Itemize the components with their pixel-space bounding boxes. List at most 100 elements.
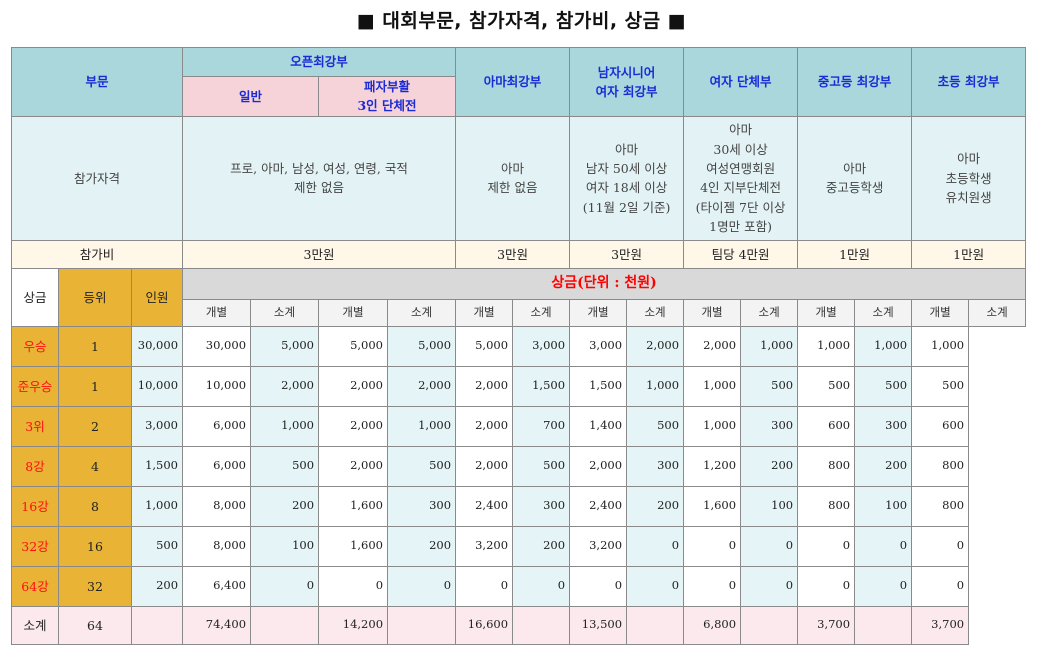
each-value: 0 <box>854 565 913 607</box>
each-value: 300 <box>854 405 913 447</box>
prize-row: 8강 4 1,500 6,000 500 2,000 500 2,000 500 2,000 300… <box>11 445 1026 487</box>
each-value <box>512 605 571 645</box>
each-value: 700 <box>512 405 571 447</box>
each-value <box>854 605 913 645</box>
prize-title: 상금(단위 : 천원) <box>182 267 1027 300</box>
subtotal-value: 2,400 <box>569 485 628 527</box>
each-value: 500 <box>387 445 457 487</box>
total-row: 소계 64 74,400 14,200 16,600 13,500 6,800 3,700 3,… <box>11 605 1026 645</box>
open-division-header: 오픈최강부 <box>182 47 457 77</box>
subtotal-value: 0 <box>569 565 628 607</box>
subtotal-value: 0 <box>797 565 856 607</box>
each-value: 2,000 <box>626 325 685 367</box>
elementary-fee: 1만원 <box>911 239 1027 269</box>
each-value: 200 <box>130 565 184 607</box>
subtotal-value: 1,000 <box>911 325 970 367</box>
each-value: 200 <box>512 525 571 567</box>
each-value: 30,000 <box>130 325 184 367</box>
subtotal-value: 600 <box>797 405 856 447</box>
subtotal-header: 소계 <box>968 298 1027 327</box>
each-value: 1,000 <box>740 325 799 367</box>
count-cell: 8 <box>58 485 132 527</box>
subtotal-value: 1,200 <box>683 445 742 487</box>
each-value: 0 <box>250 565 320 607</box>
each-header: 개별 <box>182 298 252 327</box>
subtotal-value: 1,500 <box>569 365 628 407</box>
each-value: 1,000 <box>130 485 184 527</box>
each-value <box>387 605 457 645</box>
each-value: 200 <box>250 485 320 527</box>
each-value: 1,000 <box>250 405 320 447</box>
women-team-eligibility: 아마 30세 이상 여성연맹회원 4인 지부단체전 (타이젬 7단 이상 1명만… <box>683 115 799 241</box>
subtotal-value: 5,000 <box>455 325 514 367</box>
subtotal-value: 500 <box>911 365 970 407</box>
rank-cell: 32강 <box>11 525 59 567</box>
rank-cell: 3위 <box>11 405 59 447</box>
subtotal-header: 소계 <box>387 298 457 327</box>
subtotal-value: 0 <box>683 525 742 567</box>
each-value <box>626 605 685 645</box>
open-eligibility: 프로, 아마, 남성, 여성, 연령, 국적 제한 없음 <box>182 115 457 241</box>
subtotal-value: 1,600 <box>318 485 389 527</box>
middle-high-division-header: 중고등 최강부 <box>797 47 913 117</box>
each-value: 500 <box>512 445 571 487</box>
subtotal-value: 3,700 <box>911 605 970 645</box>
subtotal-header: 소계 <box>512 298 571 327</box>
each-value: 300 <box>740 405 799 447</box>
rank-cell: 준우승 <box>11 365 59 407</box>
each-value: 1,000 <box>854 325 913 367</box>
subtotal-value: 0 <box>911 565 970 607</box>
subtotal-header: 소계 <box>740 298 799 327</box>
subtotal-value: 800 <box>797 445 856 487</box>
subtotal-value: 2,400 <box>455 485 514 527</box>
each-value: 100 <box>250 525 320 567</box>
amateur-fee: 3만원 <box>455 239 571 269</box>
subtotal-value: 1,000 <box>683 405 742 447</box>
each-value: 1,000 <box>626 365 685 407</box>
rank-cell: 우승 <box>11 325 59 367</box>
subtotal-value: 74,400 <box>182 605 252 645</box>
senior-division-header: 남자시니어 여자 최강부 <box>569 47 685 117</box>
each-value: 5,000 <box>387 325 457 367</box>
amateur-eligibility: 아마 제한 없음 <box>455 115 571 241</box>
subtotal-value: 2,000 <box>455 445 514 487</box>
count-cell: 4 <box>58 445 132 487</box>
count-cell: 16 <box>58 525 132 567</box>
women-team-fee: 팀당 4만원 <box>683 239 799 269</box>
subtotal-value: 10,000 <box>182 365 252 407</box>
prize-row: 16강 8 1,000 8,000 200 1,600 300 2,400 300 2,400 20… <box>11 485 1026 527</box>
count-cell: 32 <box>58 565 132 607</box>
each-value: 0 <box>740 525 799 567</box>
subtotal-value: 800 <box>911 445 970 487</box>
subtotal-value: 0 <box>318 565 389 607</box>
prize-row: 64강 32 200 6,400 0 0 0 0 0 0 0 0 0 0 0 0 <box>11 565 1026 607</box>
subtotal-value: 2,000 <box>683 325 742 367</box>
middle-high-eligibility: 아마 중고등학생 <box>797 115 913 241</box>
senior-fee: 3만원 <box>569 239 685 269</box>
prize-side-label: 상금 <box>11 267 59 327</box>
subtotal-value: 3,200 <box>455 525 514 567</box>
each-value: 100 <box>854 485 913 527</box>
each-value: 1,500 <box>130 445 184 487</box>
each-value <box>130 605 184 645</box>
division-header: 부문 <box>10 47 184 117</box>
amateur-division-header: 아마최강부 <box>455 47 571 117</box>
subtotal-value: 3,700 <box>797 605 856 645</box>
subtotal-value: 8,000 <box>182 485 252 527</box>
open-general-header: 일반 <box>182 76 320 117</box>
subtotal-value: 6,000 <box>182 405 252 447</box>
subtotal-value: 6,800 <box>683 605 742 645</box>
count-cell: 1 <box>58 325 132 367</box>
rank-cell: 16강 <box>11 485 59 527</box>
eligibility-label: 참가자격 <box>10 115 184 241</box>
subtotal-value: 800 <box>797 485 856 527</box>
rank-cell: 소계 <box>11 605 59 645</box>
each-value: 0 <box>387 565 457 607</box>
prize-row: 우승 1 30,000 30,000 5,000 5,000 5,000 5,000 3,000… <box>11 325 1026 367</box>
each-header: 개별 <box>911 298 970 327</box>
each-value: 2,000 <box>250 365 320 407</box>
each-value: 500 <box>130 525 184 567</box>
each-value: 200 <box>626 485 685 527</box>
each-header: 개별 <box>569 298 628 327</box>
fee-label: 참가비 <box>10 239 184 269</box>
